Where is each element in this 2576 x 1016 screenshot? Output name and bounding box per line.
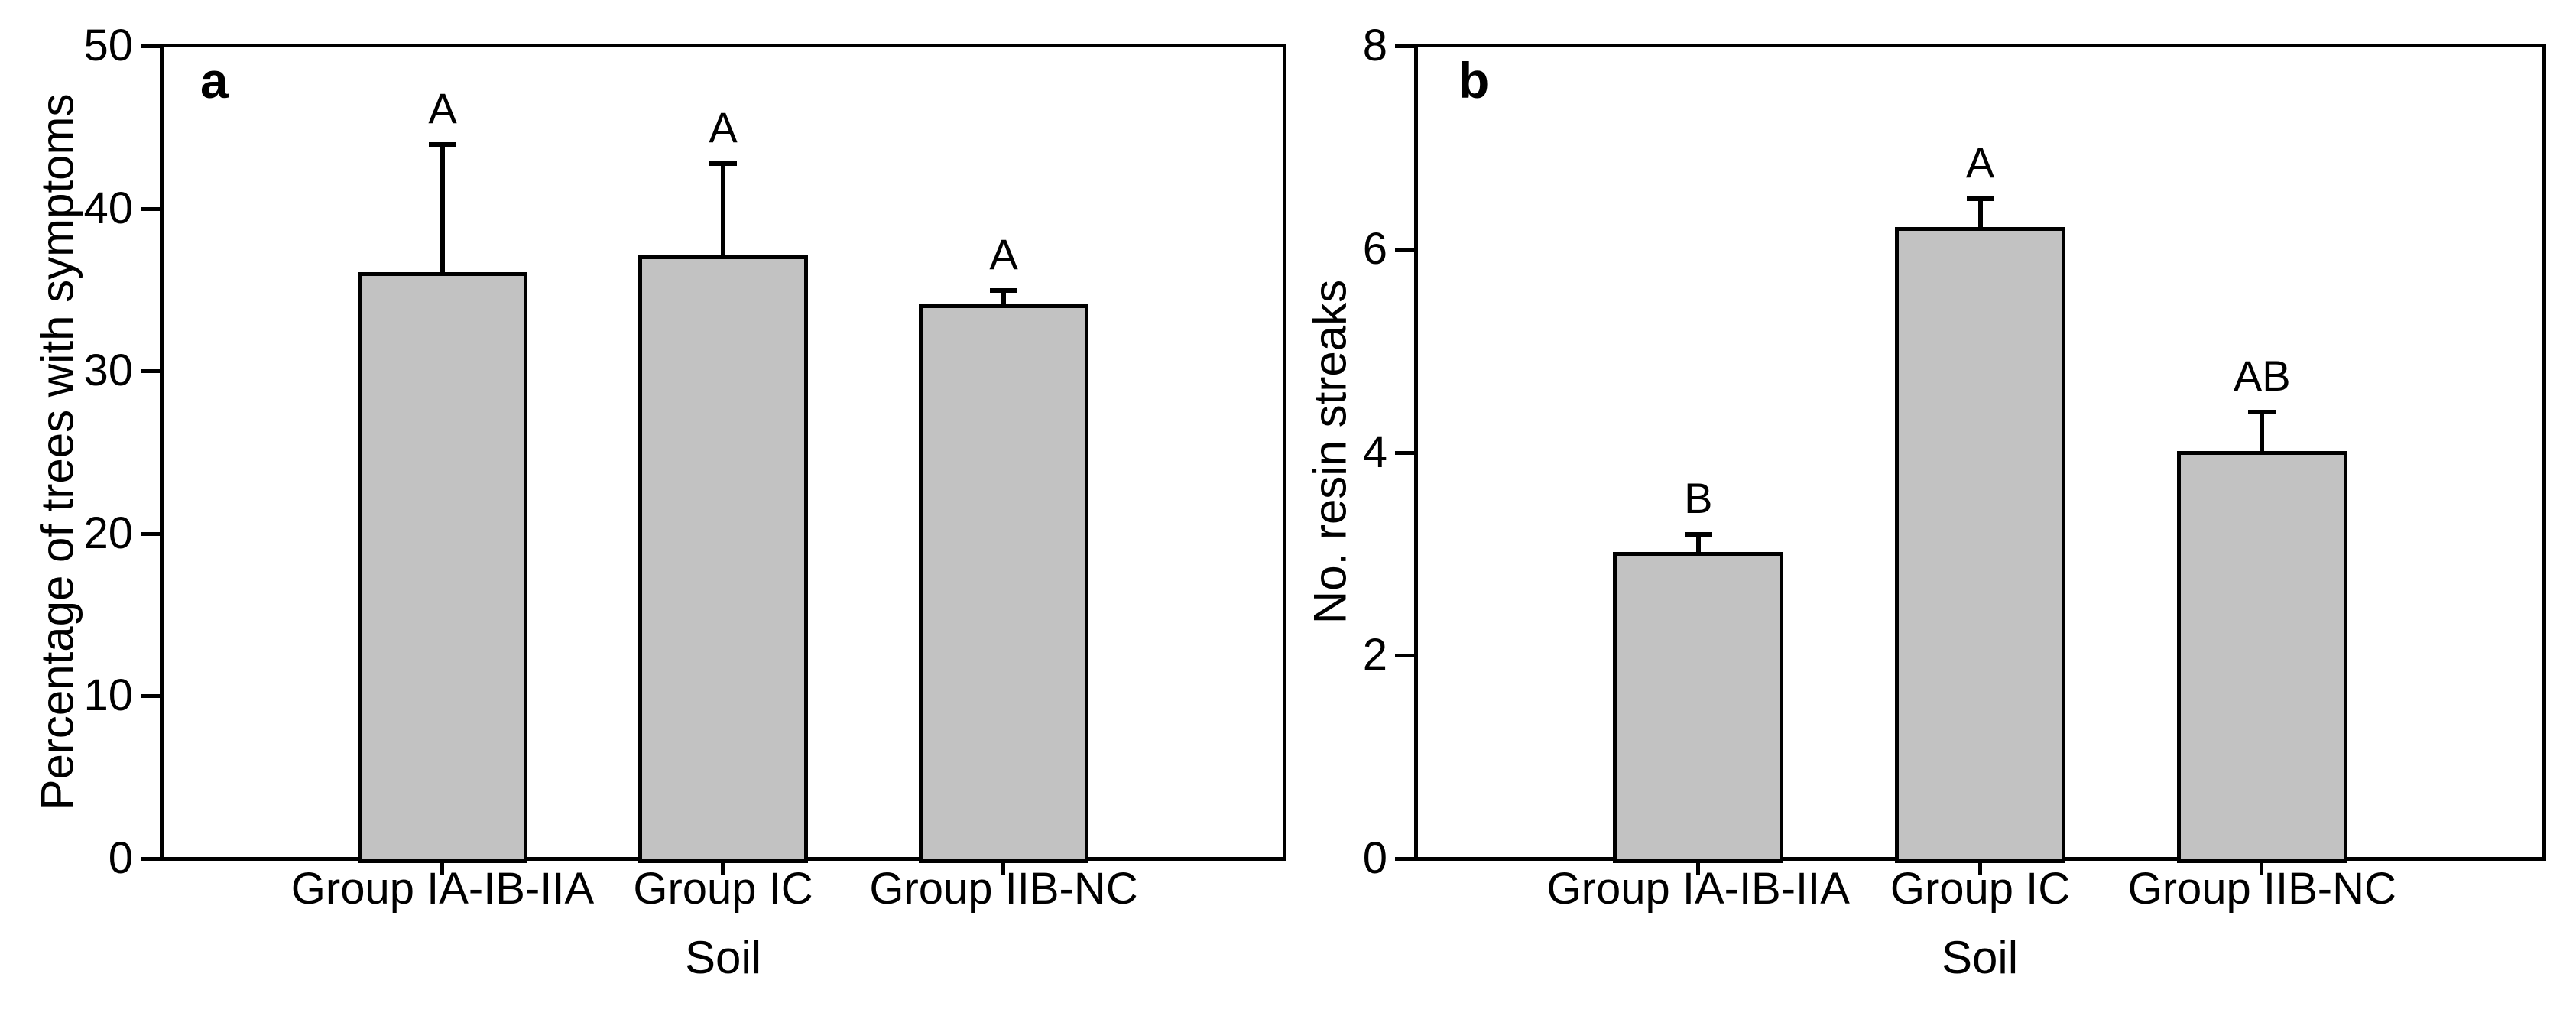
- y-axis-title-a: Percentage of trees with symptoms: [31, 93, 83, 810]
- significance-letter: A: [989, 229, 1018, 278]
- y-axis-tick-label: 0: [1362, 833, 1387, 883]
- error-bar-line: [440, 143, 445, 277]
- y-axis-tick: [141, 531, 161, 536]
- y-axis-tick-label: 40: [83, 183, 133, 233]
- y-axis-tick: [141, 857, 161, 861]
- x-category-label: Group IC: [1890, 864, 2071, 914]
- error-bar-line: [721, 163, 725, 261]
- y-axis-tick: [141, 44, 161, 48]
- y-axis-tick-label: 20: [83, 508, 133, 558]
- error-bar-cap: [1684, 531, 1712, 537]
- significance-letter: A: [709, 103, 738, 152]
- y-axis-tick: [1395, 44, 1415, 48]
- y-axis-tick-label: 0: [108, 833, 133, 883]
- significance-letter: AB: [2233, 352, 2291, 401]
- y-axis-tick: [141, 206, 161, 211]
- x-axis-tick: [1001, 861, 1005, 875]
- bar-group-iib-nc: [2176, 450, 2347, 863]
- x-category-label: Group IA-IB-IIA: [290, 864, 595, 914]
- x-axis-title-a: Soil: [684, 932, 762, 983]
- panel-letter-b: b: [1458, 52, 1490, 109]
- x-category-label: Group IIB-NC: [869, 864, 1138, 914]
- y-axis-tick: [1395, 857, 1415, 861]
- error-bar-cap: [990, 287, 1017, 293]
- x-axis-tick: [2260, 861, 2264, 875]
- y-axis-tick-label: 8: [1362, 21, 1387, 70]
- y-axis-tick: [1395, 654, 1415, 658]
- panel-letter-a: a: [200, 52, 229, 109]
- y-axis-tick: [141, 694, 161, 699]
- x-axis-tick: [721, 861, 725, 875]
- bar-group-iib-nc: [919, 304, 1088, 863]
- x-axis-tick: [1695, 861, 1700, 875]
- y-axis-tick-label: 2: [1362, 630, 1387, 680]
- bar-group-ic: [638, 255, 808, 863]
- significance-letter: A: [428, 83, 457, 132]
- y-axis-tick-label: 10: [83, 670, 133, 721]
- y-axis-tick-label: 30: [83, 346, 133, 396]
- error-bar-cap: [1966, 196, 1994, 202]
- x-category-label: Group IA-IB-IIA: [1546, 864, 1850, 914]
- y-axis-tick: [1395, 450, 1415, 455]
- x-axis-tick: [1977, 861, 1982, 875]
- bar-group-ia-ib-iia: [358, 271, 527, 863]
- x-axis-title-b: Soil: [1941, 932, 2019, 983]
- y-axis-tick-label: 6: [1362, 223, 1387, 274]
- significance-letter: A: [1965, 138, 1995, 187]
- error-bar-line: [1977, 198, 1983, 232]
- error-bar-line: [1695, 533, 1701, 557]
- error-bar-line: [2260, 411, 2265, 456]
- bar-group-ic: [1895, 227, 2065, 863]
- error-bar-line: [1001, 289, 1006, 310]
- significance-letter: B: [1684, 473, 1713, 522]
- y-axis-tick: [1395, 247, 1415, 252]
- y-axis-tick-label: 4: [1362, 427, 1387, 477]
- y-axis-tick-label: 50: [83, 21, 133, 70]
- x-category-label: Group IC: [633, 864, 813, 914]
- error-bar-cap: [2248, 410, 2276, 415]
- x-axis-tick: [440, 861, 444, 875]
- bar-group-ia-ib-iia: [1613, 552, 1784, 863]
- error-bar-cap: [429, 141, 456, 147]
- x-category-label: Group IIB-NC: [2127, 864, 2396, 914]
- error-bar-cap: [709, 161, 737, 167]
- y-axis-tick: [141, 369, 161, 374]
